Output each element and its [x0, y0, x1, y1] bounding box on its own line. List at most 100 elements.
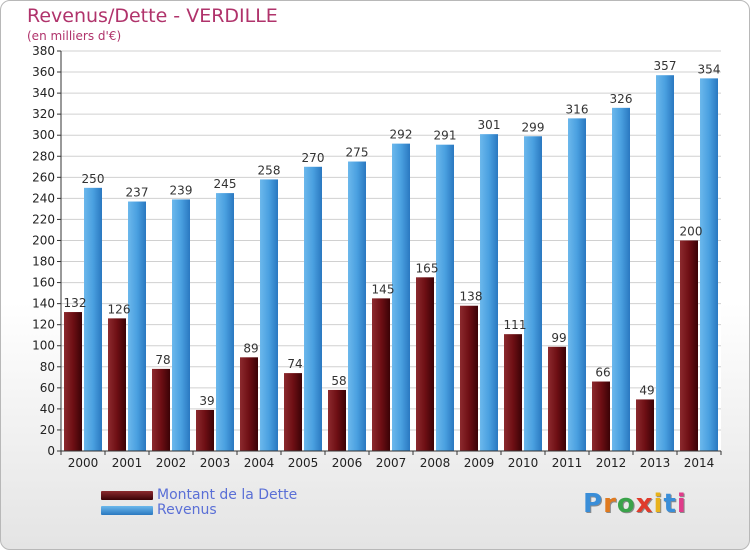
x-tick-label: 2014: [684, 456, 715, 470]
x-tick-label: 2011: [552, 456, 583, 470]
y-tick-label: 160: [32, 276, 55, 290]
x-tick-label: 2001: [112, 456, 143, 470]
data-label-revenus: 245: [214, 177, 237, 191]
data-label-revenus: 299: [522, 120, 545, 134]
logo-letter: x: [635, 489, 654, 519]
logo-letter: t: [663, 489, 677, 519]
data-label-revenus: 258: [258, 163, 281, 177]
data-label-revenus: 316: [566, 102, 589, 116]
bar-revenus: [84, 187, 102, 451]
bar-dette: [240, 357, 258, 451]
y-tick-label: 100: [32, 339, 55, 353]
bar-dette: [152, 368, 170, 451]
legend-item-dette: Montant de la Dette: [101, 487, 297, 503]
chart-title: Revenus/Dette - VERDILLE: [27, 5, 278, 27]
bar-revenus: [172, 199, 190, 451]
x-tick-label: 2005: [288, 456, 319, 470]
y-tick-label: 40: [40, 402, 55, 416]
bar-dette: [64, 312, 82, 451]
y-tick-label: 0: [47, 444, 55, 458]
data-label-revenus: 275: [346, 146, 369, 160]
legend-label-revenus: Revenus: [157, 502, 217, 518]
plot-area: [61, 51, 721, 451]
bar-dette: [372, 298, 390, 451]
data-label-revenus: 291: [434, 129, 457, 143]
x-tick-label: 2004: [244, 456, 275, 470]
legend-swatch-dette: [101, 490, 153, 500]
x-tick-label: 2003: [200, 456, 231, 470]
bar-revenus: [480, 134, 498, 451]
bar-revenus: [392, 143, 410, 451]
data-label-dette: 58: [331, 374, 346, 388]
y-tick-label: 20: [40, 423, 55, 437]
x-tick-label: 2007: [376, 456, 407, 470]
x-tick-label: 2012: [596, 456, 627, 470]
y-tick-label: 240: [32, 191, 55, 205]
bar-revenus: [348, 161, 366, 452]
data-label-revenus: 239: [170, 183, 193, 197]
data-label-revenus: 301: [478, 118, 501, 132]
logo-letter: i: [653, 489, 664, 519]
y-tick-label: 140: [32, 297, 55, 311]
bar-revenus: [700, 78, 718, 452]
logo-letter: o: [616, 489, 636, 519]
bar-dette: [416, 277, 434, 451]
y-tick-label: 360: [32, 65, 55, 79]
bar-revenus: [568, 118, 586, 452]
logo-letter: P: [583, 489, 604, 519]
logo-letter: i: [676, 489, 687, 519]
data-label-dette: 145: [372, 282, 395, 296]
bar-revenus: [128, 201, 146, 451]
logo-letter: r: [603, 489, 617, 519]
data-label-dette: 66: [595, 366, 610, 380]
data-label-dette: 132: [64, 296, 87, 310]
data-label-dette: 74: [287, 357, 302, 371]
data-label-revenus: 326: [610, 92, 633, 106]
bar-dette: [636, 399, 654, 451]
bar-dette: [680, 240, 698, 451]
data-label-dette: 49: [639, 383, 654, 397]
y-tick-label: 320: [32, 107, 55, 121]
legend-item-revenus: Revenus: [101, 502, 217, 518]
x-tick-label: 2013: [640, 456, 671, 470]
data-label-revenus: 270: [302, 151, 325, 165]
data-label-dette: 99: [551, 331, 566, 345]
data-label-dette: 39: [199, 394, 214, 408]
data-label-dette: 138: [460, 290, 483, 304]
y-tick-label: 80: [40, 360, 55, 374]
y-tick-label: 280: [32, 149, 55, 163]
y-tick-label: 340: [32, 86, 55, 100]
y-tick-label: 260: [32, 170, 55, 184]
bar-dette: [592, 381, 610, 451]
y-tick-label: 300: [32, 128, 55, 142]
x-tick-label: 2008: [420, 456, 451, 470]
data-label-revenus: 357: [654, 59, 677, 73]
bar-revenus: [656, 75, 674, 452]
bar-revenus: [216, 193, 234, 451]
bar-revenus: [436, 144, 454, 451]
legend-swatch-revenus: [101, 505, 153, 515]
y-tick-label: 220: [32, 212, 55, 226]
data-label-revenus: 250: [82, 172, 105, 186]
bar-revenus: [612, 107, 630, 451]
chart-subtitle: (en milliers d'€): [27, 29, 122, 43]
x-tick-label: 2002: [156, 456, 187, 470]
bar-dette: [196, 409, 214, 451]
bar-dette: [460, 305, 478, 451]
data-label-dette: 165: [416, 261, 439, 275]
bar-dette: [504, 334, 522, 451]
data-label-revenus: 354: [698, 62, 721, 76]
bar-dette: [108, 318, 126, 451]
bar-revenus: [524, 136, 542, 451]
x-tick-label: 2009: [464, 456, 495, 470]
data-label-dette: 111: [504, 318, 527, 332]
data-label-revenus: 237: [126, 186, 149, 200]
y-tick-label: 380: [32, 44, 55, 58]
data-label-dette: 89: [243, 341, 258, 355]
data-label-revenus: 292: [390, 128, 413, 142]
bar-revenus: [304, 166, 322, 451]
bar-revenus: [260, 179, 278, 451]
y-tick-label: 60: [40, 381, 55, 395]
